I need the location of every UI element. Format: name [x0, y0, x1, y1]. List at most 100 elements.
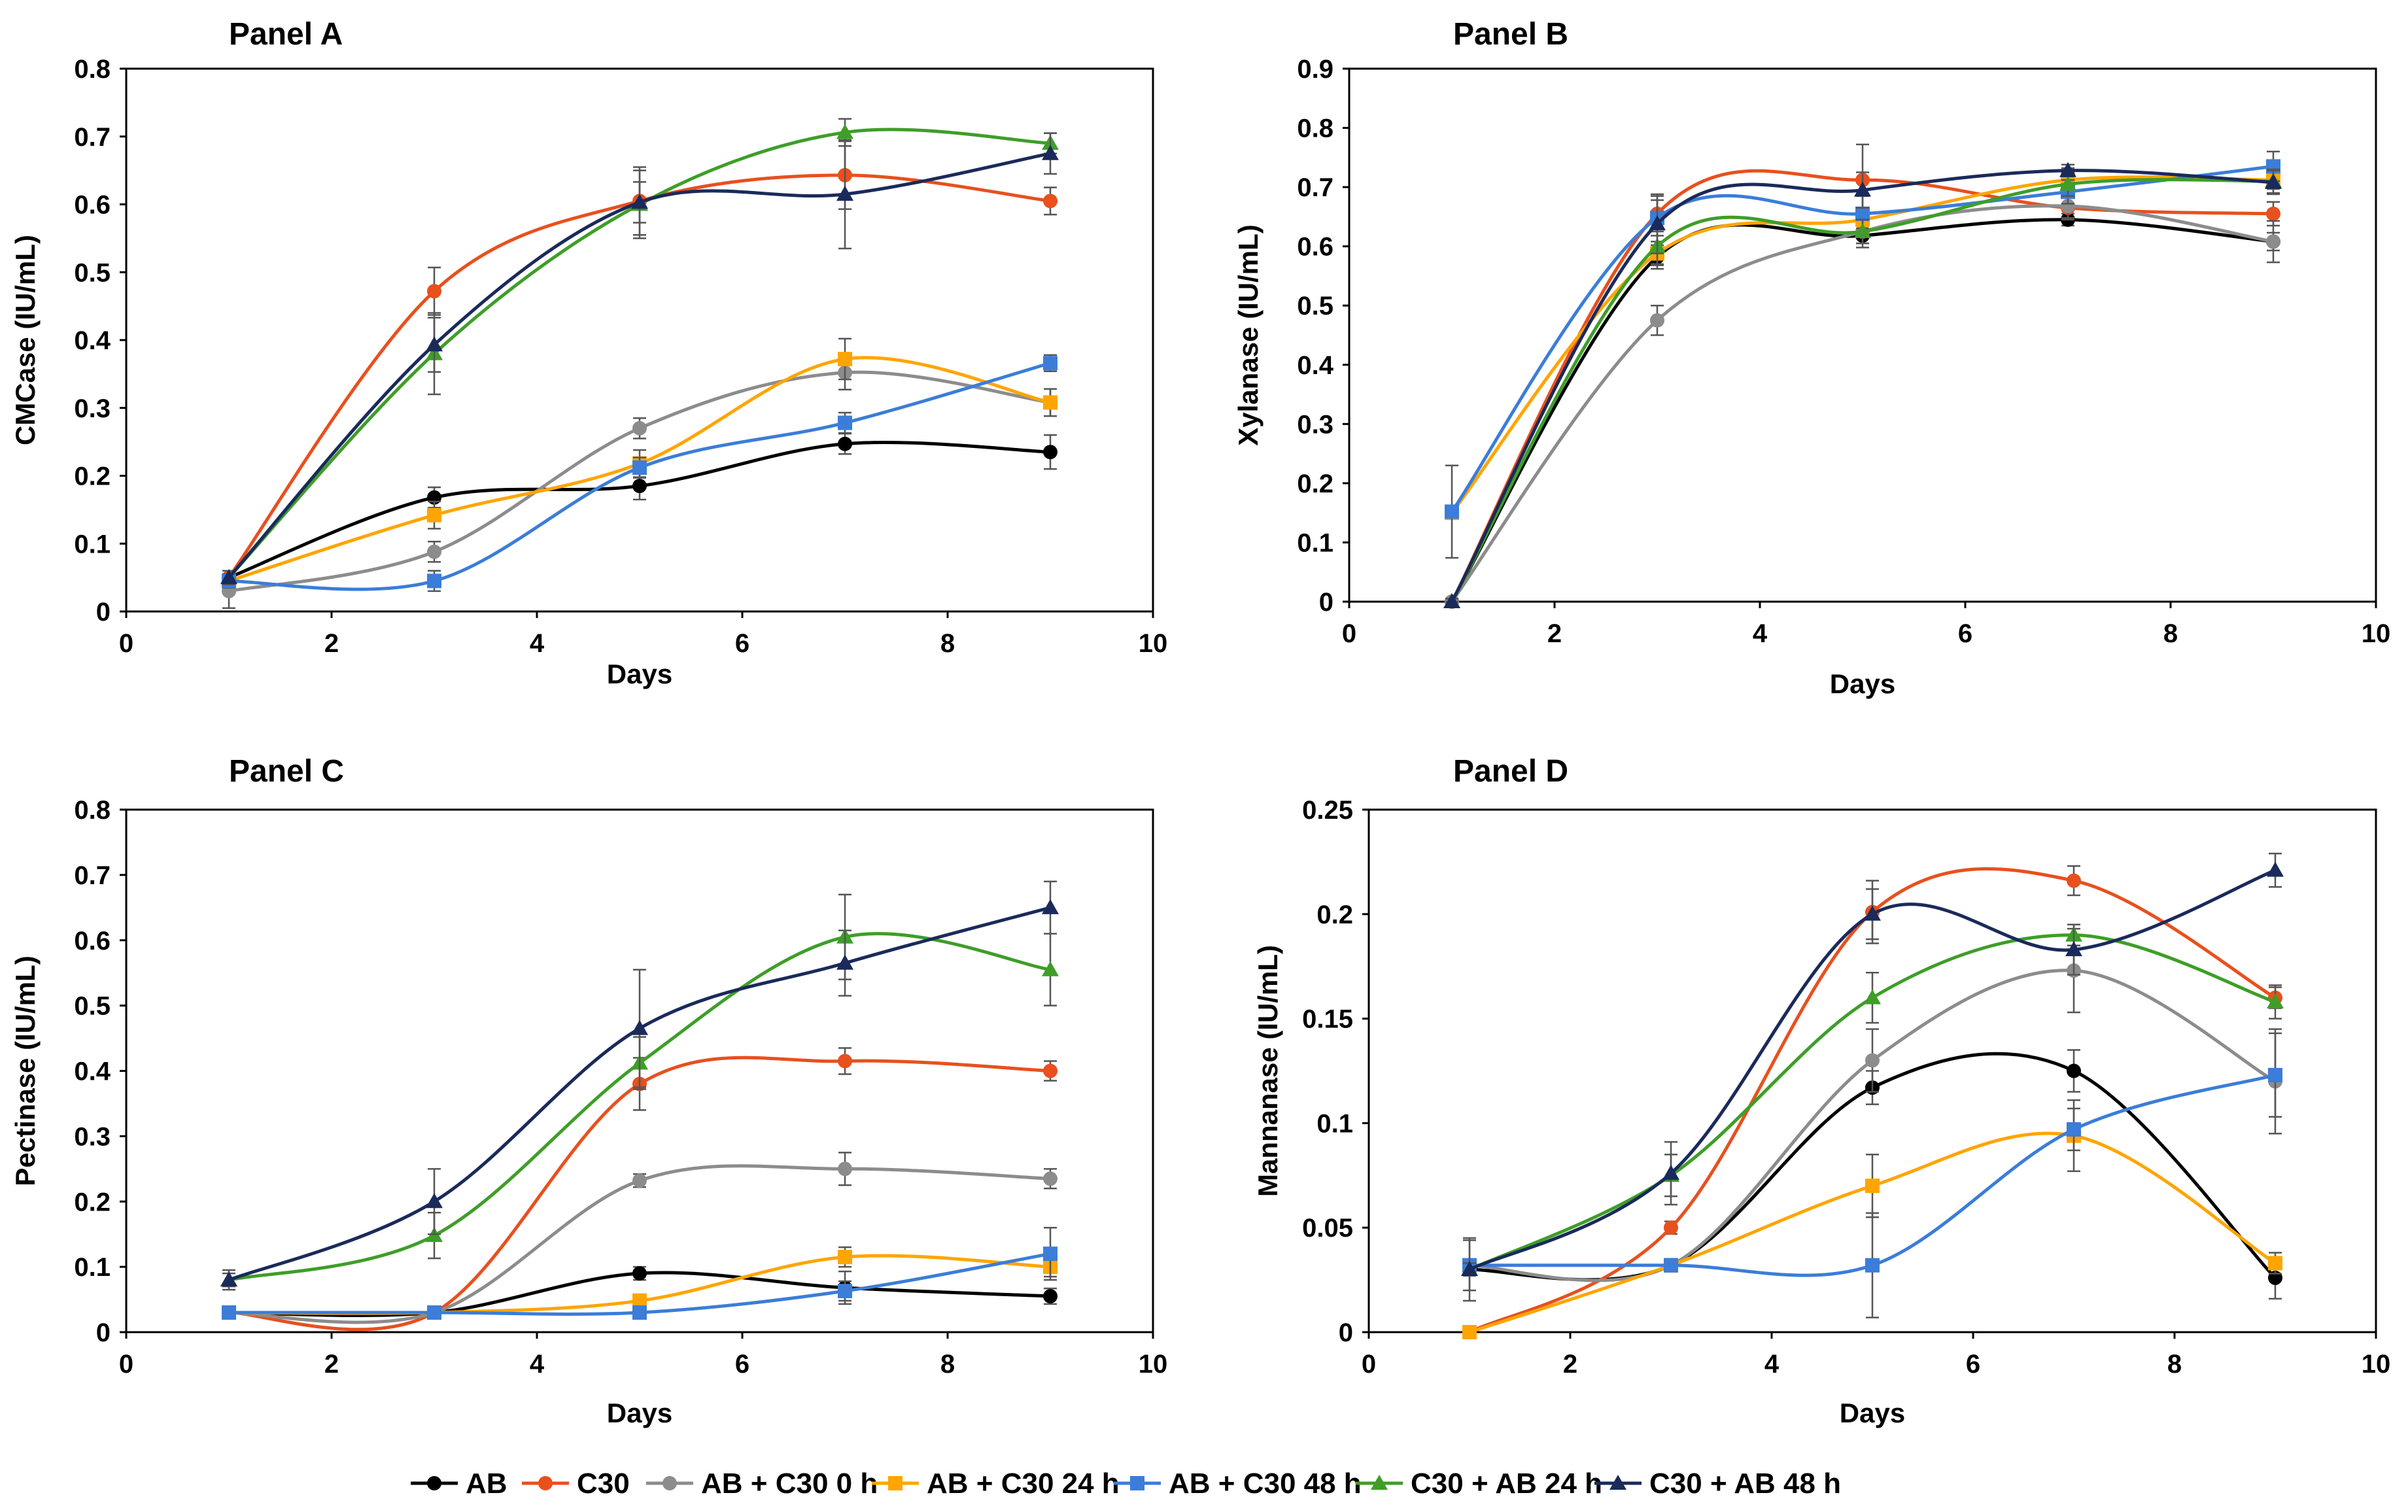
panel-d-series-c30-ab-48-h-point	[1662, 1165, 1679, 1180]
panel-c-y-tick-label: 0.8	[74, 796, 111, 825]
panel-a-x-tick-label: 10	[1139, 629, 1168, 658]
panel-a-series-c30-ab-48-h-line	[228, 152, 1051, 579]
legend-entry-ab-label: AB	[466, 1468, 507, 1500]
panel-c-x-tick-label: 0	[119, 1350, 133, 1379]
panel-b-series-c30-ab-24-h-point	[2059, 175, 2076, 191]
panel-d-series-ab-c30-48-h-point	[1664, 1258, 1678, 1273]
panel-a-y-tick-label: 0	[96, 598, 111, 627]
panel-c-series-ab-c30-48-h-point	[222, 1305, 236, 1320]
panel-a-series-c30-point	[427, 284, 441, 299]
panel-d-series-ab-point	[2067, 1063, 2081, 1078]
panel-b-series-ab-c30-48-h-point	[1855, 206, 1870, 221]
panel-a-series-ab-c30-0-h-point	[632, 421, 647, 436]
panel-b-x-axis-label: Days	[1830, 668, 1895, 699]
panel-c: Panel C 0 0.1 0.2 0.3 0.4 0.5 0.6 0.7 0.8 0 2 4 6 8 10 D…	[10, 754, 1167, 1428]
panel-b-y-axis-label: Xylanase (IU/mL)	[1233, 224, 1264, 445]
legend-entry-ab-c30-24-h-label: AB + C30 24 h	[927, 1468, 1120, 1500]
panel-d-series-c30-line	[1468, 867, 2277, 1334]
panel-d-series-c30-ab-48-h-point	[2065, 941, 2082, 957]
panel-a-x-tick-label: 4	[530, 629, 545, 658]
panel-c-series-ab-c30-0-h-point	[838, 1161, 852, 1177]
panel-d-y-tick-label: 0.25	[1302, 796, 1353, 825]
panel-d-x-tick-label: 4	[1764, 1350, 1780, 1379]
legend-entry-c30-ab-24-h: C30 + AB 24 h	[1356, 1468, 1602, 1500]
panel-c-series-ab-c30-48-h-point	[632, 1305, 647, 1320]
panel-d-series-ab-c30-24-h-point	[2268, 1256, 2282, 1271]
panel-a: Panel A 0 0.1 0.2 0.3 0.4 0.5 0.6 0.7 0.8 0 2 4 6 8 10 D…	[10, 17, 1167, 689]
panel-b-y-tick-label: 0.1	[1297, 528, 1333, 557]
panel-d-series-c30-ab-48-h-point	[1461, 1261, 1478, 1277]
panel-b-y-tick-label: 0.5	[1297, 292, 1333, 320]
panel-a-y-tick-label: 0.1	[74, 530, 111, 558]
panel-b-plot-frame	[1348, 67, 2377, 603]
panel-a-x-tick-label: 6	[735, 629, 749, 658]
panel-a-series-ab-c30-48-h-point	[1043, 356, 1058, 371]
panel-c-series-ab-c30-24-h-point	[632, 1294, 647, 1309]
panel-c-y-tick-label: 0.1	[74, 1253, 111, 1282]
panel-b-series-c30-ab-48-h-point	[2059, 162, 2076, 177]
panel-b-series-ab-c30-0-h-line	[1450, 204, 2274, 603]
panel-d: Panel D 0 0.05 0.1 0.15 0.2 0.25 0 2 4 6 8 10 Days Man…	[1252, 754, 2390, 1428]
panel-d-x-tick-label: 2	[1563, 1350, 1577, 1379]
legend-entry-ab-marker	[427, 1476, 441, 1490]
panel-d-x-tick-label: 8	[2167, 1350, 2182, 1379]
panel-a-x-tick-label: 2	[324, 629, 339, 658]
panel-b-y-tick-label: 0.4	[1297, 351, 1333, 380]
legend-entry-c30-ab-24-h-marker	[1371, 1475, 1388, 1490]
panel-a-series-c30-ab-24-h-line	[228, 128, 1051, 579]
panel-a-series-c30-ab-48-h	[220, 132, 1059, 585]
panel-c-x-axis-label: Days	[607, 1398, 672, 1428]
panel-b-y-tick-label: 0.9	[1297, 55, 1333, 84]
panel-a-x-axis-label: Days	[607, 659, 672, 689]
panel-b-series-c30-ab-48-h	[1443, 162, 2282, 608]
panel-a-y-tick-label: 0.7	[74, 123, 111, 152]
panel-c-y-tick-label: 0.2	[74, 1188, 111, 1216]
panel-c-series-c30-ab-48-h-point	[631, 1020, 648, 1035]
panel-c-x-tick-label: 2	[324, 1350, 339, 1379]
panel-c-series-c30-point	[1043, 1063, 1058, 1078]
panel-b-series-ab-c30-24-h-line	[1451, 175, 2274, 514]
legend-entry-ab-c30-0-h: AB + C30 0 h	[646, 1468, 878, 1500]
panel-a-series-c30-ab-48-h-point	[426, 336, 443, 352]
panel-a-x-tick-label: 8	[940, 629, 955, 658]
panel-a-series-c30-ab-48-h-point	[836, 185, 853, 201]
panels: Panel A 0 0.1 0.2 0.3 0.4 0.5 0.6 0.7 0.8 0 2 4 6 8 10 D…	[10, 17, 2390, 1428]
panel-d-y-tick-label: 0.1	[1316, 1109, 1353, 1138]
panel-d-x-tick-label: 6	[1966, 1350, 1980, 1379]
legend-entry-ab: AB	[411, 1468, 507, 1500]
panel-a-series-ab-c30-48-h-point	[427, 574, 441, 589]
panel-a-y-tick-label: 0.3	[74, 394, 111, 423]
panel-a-x-tick-label: 0	[119, 629, 133, 658]
legend-entry-c30-ab-48-h-label: C30 + AB 48 h	[1649, 1468, 1841, 1500]
panel-a-series-ab-c30-24-h-point	[427, 507, 441, 523]
panel-d-y-tick-label: 0.2	[1316, 901, 1353, 929]
panel-a-series-ab-point	[838, 436, 852, 451]
legend: AB C30 AB + C30 0 h AB + C30 24 h AB + C30 4…	[411, 1468, 1841, 1500]
panel-d-series-ab-c30-48-h	[1462, 1032, 2282, 1318]
panel-b-y-tick-label: 0.7	[1297, 173, 1333, 202]
panel-c-x-tick-label: 4	[530, 1350, 545, 1379]
panel-b-series-c30-ab-48-h-point	[1443, 593, 1460, 608]
panel-a-y-tick-label: 0.6	[74, 191, 111, 220]
panel-b-x-tick-label: 4	[1753, 619, 1768, 648]
panel-a-series-ab-c30-24-h-point	[838, 352, 852, 367]
panel-a-series-c30-ab-48-h-point	[220, 569, 237, 585]
legend-entry-ab-c30-24-h-marker	[888, 1476, 903, 1490]
panel-c-series-ab-c30-0-h-point	[632, 1173, 647, 1188]
panel-a-y-tick-label: 0.5	[74, 258, 111, 287]
panel-b-series-ab-c30-0-h-point	[2266, 234, 2280, 249]
panel-d-x-tick-label: 0	[1362, 1350, 1376, 1379]
panel-c-series-ab-point	[632, 1266, 647, 1281]
panel-a-series-c30-line	[227, 173, 1051, 579]
panel-d-series-ab-c30-48-h-point	[2268, 1067, 2282, 1082]
panel-b-series-ab-c30-48-h-point	[1445, 504, 1459, 519]
panel-c-series-ab-c30-0-h-point	[1043, 1171, 1058, 1186]
panel-d-x-axis-label: Days	[1840, 1398, 1905, 1428]
panel-c-y-tick-label: 0	[96, 1318, 111, 1347]
panel-c-series-ab-c30-48-h-point	[838, 1284, 852, 1299]
panel-d-x-tick-label: 10	[2362, 1350, 2391, 1379]
panel-d-series-ab-c30-48-h-point	[2067, 1122, 2081, 1137]
panel-a-y-tick-label: 0.8	[74, 55, 111, 84]
legend-entry-c30-ab-48-h-marker	[1609, 1475, 1626, 1490]
